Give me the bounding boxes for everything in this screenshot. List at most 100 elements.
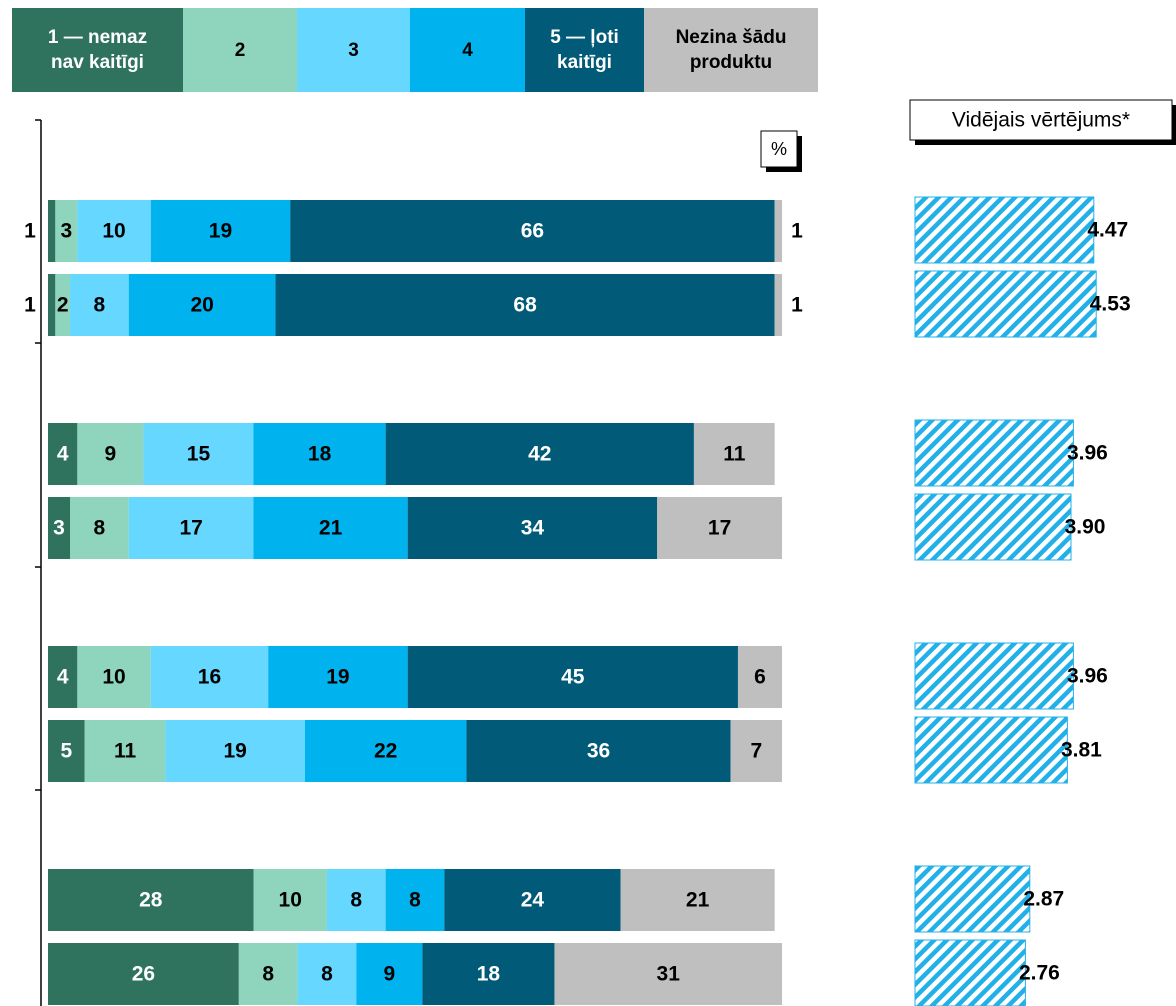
data-label: 26 — [132, 963, 155, 986]
bar-segment — [774, 274, 782, 336]
data-label: 34 — [521, 517, 545, 540]
data-label: 10 — [102, 666, 125, 689]
bar-segment — [422, 943, 555, 1005]
data-label: 8 — [94, 517, 106, 540]
bar-segment — [304, 720, 467, 782]
bar-segment — [48, 943, 239, 1005]
avg-bar — [914, 642, 1074, 710]
data-label: 21 — [319, 517, 343, 540]
data-label: 36 — [587, 740, 610, 763]
data-label: 16 — [198, 666, 221, 689]
data-label: 1 — [24, 294, 36, 317]
legend-entry: 3 — [297, 8, 410, 92]
legend-entry: 1 — nemaz nav kaitīgi — [12, 8, 183, 92]
bar-segment — [693, 423, 775, 485]
data-label: 10 — [279, 889, 302, 912]
bar-segment — [554, 943, 782, 1005]
bar-segment — [407, 646, 738, 708]
avg-bar — [914, 716, 1068, 784]
avg-label: 2.76 — [1019, 962, 1060, 985]
data-label: 9 — [383, 963, 395, 986]
bar-segment — [48, 200, 56, 262]
avg-label: 3.90 — [1065, 516, 1106, 539]
avg-label: 4.53 — [1090, 293, 1131, 316]
data-label: 5 — [61, 740, 73, 763]
group-axis — [35, 119, 42, 1006]
bar-segment — [70, 497, 129, 559]
bar-segment — [268, 646, 408, 708]
bar-segment — [48, 423, 78, 485]
data-label: 4 — [57, 443, 69, 466]
bar-segment — [48, 274, 56, 336]
avg-label: 3.81 — [1061, 739, 1102, 762]
data-label: 10 — [102, 220, 125, 243]
avg-bar — [914, 419, 1074, 487]
data-label: 8 — [350, 889, 362, 912]
annotation: % — [771, 139, 787, 159]
data-label: 8 — [321, 963, 333, 986]
legend-entry: Nezina šādu produktu — [644, 8, 818, 92]
bar-segment — [128, 274, 276, 336]
bar-segment — [165, 720, 305, 782]
bar-segment — [48, 869, 254, 931]
data-label: 42 — [528, 443, 551, 466]
data-label: 68 — [513, 294, 537, 317]
data-label: 21 — [686, 889, 710, 912]
bar-segment — [143, 423, 254, 485]
bar-segment — [84, 720, 166, 782]
data-label: 17 — [708, 517, 731, 540]
bar-segment — [150, 200, 291, 262]
bar-segment — [385, 869, 445, 931]
bar-segment — [290, 200, 775, 262]
data-label: 9 — [105, 443, 117, 466]
bar-segment — [407, 497, 658, 559]
bar-segment — [253, 497, 408, 559]
data-label: 3 — [61, 220, 73, 243]
data-label: 2 — [57, 294, 69, 317]
data-label: 8 — [94, 294, 106, 317]
data-label: 11 — [723, 443, 746, 466]
avg-bar — [914, 493, 1072, 561]
data-label: 11 — [114, 740, 137, 763]
bar-segment — [730, 720, 782, 782]
data-label: 66 — [521, 220, 544, 243]
bar-segment — [150, 646, 269, 708]
data-label: 20 — [190, 294, 213, 317]
avg-bar — [914, 865, 1031, 933]
avg-label: 3.96 — [1067, 442, 1108, 465]
bar-segment — [620, 869, 775, 931]
avg-bar — [914, 196, 1095, 264]
data-label: 7 — [750, 740, 762, 763]
data-label: 1 — [791, 294, 803, 317]
avg-bar — [914, 270, 1097, 338]
legend-entry: 5 — ļoti kaitīgi — [525, 8, 644, 92]
bar-segment — [326, 869, 386, 931]
bar-segment — [77, 423, 144, 485]
data-label: 15 — [187, 443, 211, 466]
data-label: 8 — [262, 963, 274, 986]
bar-segment — [385, 423, 694, 485]
bar-segment — [55, 200, 78, 262]
title-box — [909, 99, 1173, 141]
data-label: 1 — [791, 220, 803, 243]
annotation-box — [760, 130, 798, 168]
bar-segment — [128, 497, 254, 559]
bar-segment — [356, 943, 423, 1005]
bar-segment — [48, 646, 78, 708]
avg-label: 2.87 — [1023, 888, 1064, 911]
bar-segment — [737, 646, 782, 708]
avg-title: Vidējais vērtējums* — [952, 109, 1130, 132]
data-label: 8 — [409, 889, 421, 912]
bar-segment — [77, 646, 151, 708]
data-label: 19 — [209, 220, 232, 243]
bar-segment — [466, 720, 731, 782]
avg-label: 4.47 — [1087, 219, 1128, 242]
data-label: 28 — [139, 889, 163, 912]
bar-segment — [297, 943, 357, 1005]
bar-segment — [55, 274, 71, 336]
avg-bar — [914, 939, 1026, 1006]
data-label: 6 — [754, 666, 766, 689]
data-label: 18 — [477, 963, 501, 986]
bar-segment — [70, 274, 129, 336]
bar-segment — [774, 200, 782, 262]
